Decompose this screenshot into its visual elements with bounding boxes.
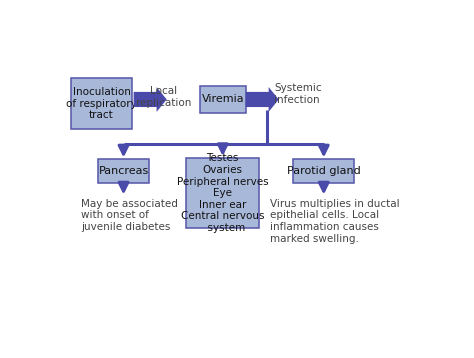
Text: Virus multiplies in ductal
epithelial cells. Local
inflammation causes
marked sw: Virus multiplies in ductal epithelial ce… bbox=[271, 199, 400, 243]
Text: May be associated
with onset of
juvenile diabetes: May be associated with onset of juvenile… bbox=[82, 199, 178, 232]
FancyBboxPatch shape bbox=[293, 159, 354, 183]
FancyBboxPatch shape bbox=[71, 78, 132, 129]
Text: Systemic
infection: Systemic infection bbox=[274, 83, 322, 105]
Text: Pancreas: Pancreas bbox=[99, 166, 149, 176]
Text: Local
replication: Local replication bbox=[136, 86, 191, 107]
Text: Viremia: Viremia bbox=[201, 95, 244, 105]
FancyBboxPatch shape bbox=[186, 158, 259, 228]
Polygon shape bbox=[134, 87, 167, 112]
Text: Parotid gland: Parotid gland bbox=[287, 166, 361, 176]
Polygon shape bbox=[246, 87, 279, 112]
FancyBboxPatch shape bbox=[200, 86, 246, 112]
Text: Inoculation
of respiratory
tract: Inoculation of respiratory tract bbox=[66, 87, 137, 120]
FancyBboxPatch shape bbox=[98, 159, 149, 183]
Text: Testes
Ovaries
Peripheral nerves
Eye
Inner ear
Central nervous
  system: Testes Ovaries Peripheral nerves Eye Inn… bbox=[177, 153, 269, 233]
